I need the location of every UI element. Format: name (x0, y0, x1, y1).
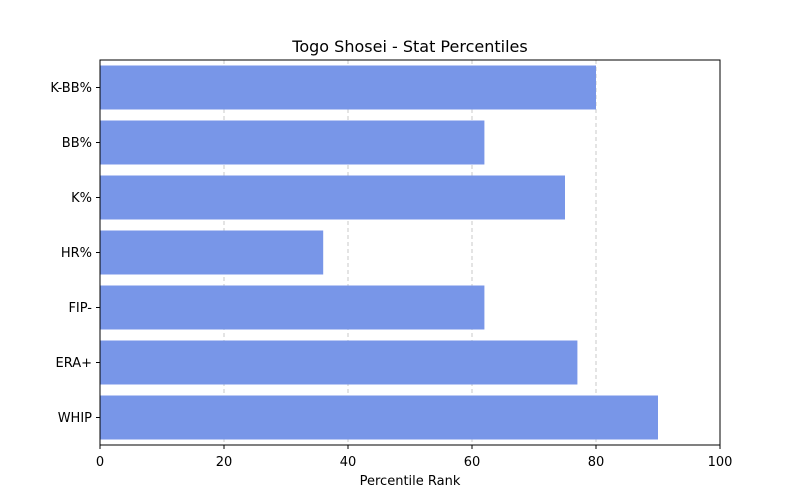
y-tick-label-k-bb: K-BB% (50, 81, 92, 96)
x-axis-ticks: 0 20 40 60 80 100 (96, 445, 733, 470)
y-tick-label-hr: HR% (61, 246, 92, 261)
x-tick-label-0: 0 (96, 455, 104, 470)
y-axis-ticks: K-BB% BB% K% HR% FIP- ERA+ WHIP (50, 81, 100, 426)
x-tick-label-40: 40 (340, 455, 357, 470)
y-tick-label-k: K% (71, 191, 92, 206)
bar-k (100, 175, 565, 220)
x-tick-label-20: 20 (216, 455, 233, 470)
bars (100, 65, 658, 440)
y-tick-label-whip: WHIP (58, 411, 92, 426)
bar-hr (100, 230, 324, 275)
bar-whip (100, 395, 658, 440)
y-tick-label-bb: BB% (62, 136, 92, 151)
bar-k-bb (100, 65, 596, 110)
x-tick-label-100: 100 (708, 455, 733, 470)
bar-era (100, 340, 578, 385)
y-tick-label-fip: FIP- (68, 301, 92, 316)
x-tick-label-80: 80 (588, 455, 605, 470)
y-tick-label-era: ERA+ (55, 356, 92, 371)
chart-title: Togo Shosei - Stat Percentiles (291, 37, 527, 56)
x-tick-label-60: 60 (464, 455, 481, 470)
x-axis-label: Percentile Rank (360, 474, 461, 489)
bar-bb (100, 120, 485, 165)
bar-fip (100, 285, 485, 330)
